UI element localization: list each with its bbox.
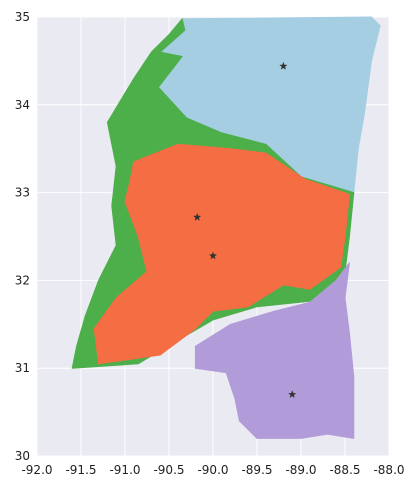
x-tick-label: -88.5	[329, 463, 360, 477]
y-tick-label: 35	[15, 10, 30, 24]
star-marker-icon	[209, 251, 217, 260]
map-region-central	[93, 143, 350, 365]
x-tick-label: -89.0	[285, 463, 316, 477]
x-tick-label: -88.0	[373, 463, 404, 477]
x-tick-label: -90.5	[153, 463, 184, 477]
x-tick-label: -89.5	[241, 463, 272, 477]
x-tick-label: -90.0	[197, 463, 228, 477]
map-region-south	[194, 262, 355, 439]
y-tick-label: 32	[15, 273, 30, 287]
y-tick-label: 34	[15, 98, 30, 112]
map-regions	[71, 16, 381, 439]
x-tick-label: -91.0	[109, 463, 140, 477]
city-markers	[193, 62, 297, 398]
star-marker-icon	[279, 62, 288, 70]
x-axis-ticks: -92.0 -91.5 -91.0 -90.5 -90.0 -89.5 -89.0 -88.5…	[21, 463, 404, 477]
y-axis-ticks: 30 31 32 33 34 35	[15, 10, 30, 463]
y-tick-label: 31	[15, 361, 30, 375]
x-tick-label: -91.5	[65, 463, 96, 477]
star-marker-icon	[288, 390, 297, 398]
y-tick-label: 30	[15, 449, 30, 463]
star-marker-icon	[193, 213, 202, 221]
x-tick-label: -92.0	[21, 463, 52, 477]
y-tick-label: 33	[15, 186, 30, 200]
